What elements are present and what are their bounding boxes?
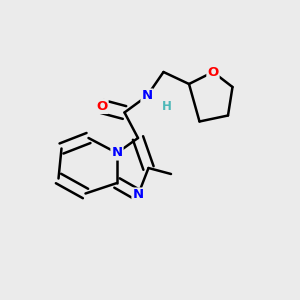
Text: N: N [141, 89, 153, 103]
Text: H: H [162, 100, 171, 113]
Text: O: O [96, 100, 108, 113]
Text: O: O [207, 65, 219, 79]
Text: N: N [111, 146, 123, 160]
Text: N: N [132, 188, 144, 202]
